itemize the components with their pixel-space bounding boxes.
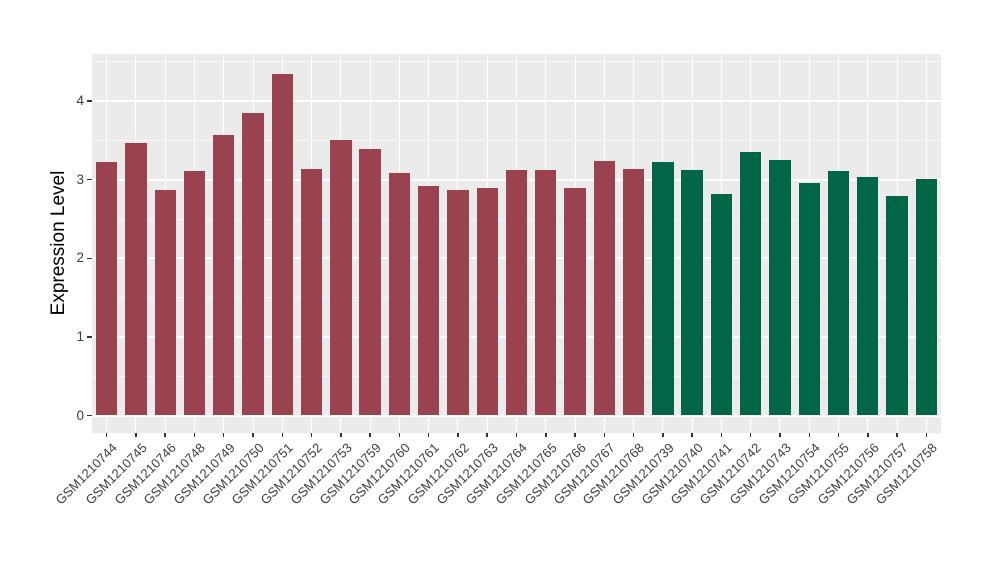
x-tick-mark — [515, 433, 518, 437]
bar — [710, 193, 733, 416]
x-tick-mark — [135, 433, 137, 437]
bar — [330, 140, 352, 416]
x-tick-mark — [632, 433, 635, 437]
bar — [652, 162, 674, 416]
y-tick-label: 0 — [76, 407, 84, 423]
x-tick-mark — [281, 433, 284, 437]
y-tick-label: 1 — [76, 328, 84, 344]
x-tick-mark — [486, 433, 488, 437]
x-tick-mark — [896, 433, 898, 437]
bar — [242, 112, 264, 416]
x-tick-mark — [252, 433, 254, 437]
bar — [769, 160, 791, 416]
x-tick-mark — [662, 433, 664, 437]
x-tick-mark — [398, 433, 401, 437]
y-tick-mark — [87, 336, 92, 338]
y-axis-title: Expression Level — [48, 170, 69, 316]
bar — [125, 142, 147, 416]
x-tick-mark — [867, 433, 869, 437]
x-tick-mark — [837, 433, 840, 437]
x-tick-mark — [545, 433, 547, 437]
y-tick-mark — [87, 414, 92, 417]
x-tick-mark — [193, 433, 196, 437]
x-tick-mark — [427, 433, 430, 437]
y-tick-label: 3 — [76, 171, 84, 187]
bar — [798, 182, 820, 416]
y-tick-mark — [87, 257, 92, 260]
bar — [154, 189, 176, 416]
plot-panel — [92, 54, 941, 433]
bar — [476, 188, 498, 416]
x-tick-mark — [603, 433, 606, 437]
y-tick-mark — [87, 100, 92, 102]
y-tick-label: 4 — [76, 93, 84, 109]
x-tick-mark — [691, 433, 693, 437]
x-tick-mark — [164, 433, 166, 437]
x-tick-mark — [457, 433, 459, 437]
bar — [447, 189, 469, 416]
x-tick-mark — [574, 433, 576, 437]
bar — [827, 171, 850, 416]
x-tick-mark — [222, 433, 225, 437]
x-tick-mark — [310, 433, 313, 437]
bar — [417, 185, 440, 416]
bar — [300, 169, 323, 416]
x-tick-mark — [105, 433, 108, 437]
x-tick-mark — [779, 433, 781, 437]
bar — [564, 187, 586, 416]
bar — [388, 172, 411, 416]
x-tick-mark — [369, 433, 371, 437]
x-tick-mark — [720, 433, 723, 437]
x-tick-mark — [749, 433, 752, 437]
bar — [915, 178, 938, 416]
y-tick-mark — [87, 178, 92, 181]
x-tick-mark — [925, 433, 928, 437]
bar — [183, 171, 206, 416]
bar — [95, 162, 118, 416]
bar — [271, 74, 293, 416]
bar — [213, 134, 235, 416]
x-tick-mark — [808, 433, 810, 437]
bar — [886, 196, 908, 416]
bar — [593, 160, 615, 416]
x-tick-mark — [340, 433, 342, 437]
bar — [359, 149, 381, 416]
bar — [857, 177, 879, 416]
bar — [740, 152, 762, 416]
bar — [505, 170, 528, 416]
bar — [535, 170, 557, 416]
bar — [622, 168, 645, 416]
y-tick-label: 2 — [76, 250, 84, 266]
bar — [681, 170, 703, 416]
